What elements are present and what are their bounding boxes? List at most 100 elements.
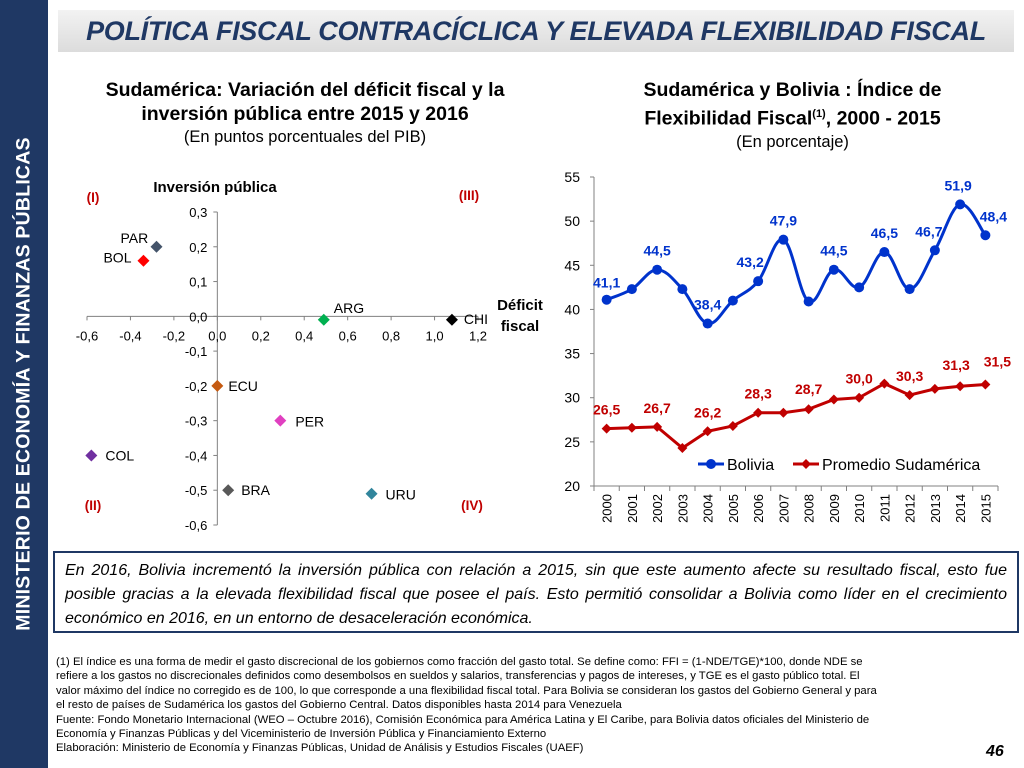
x-tick-label: 2003 (675, 494, 690, 523)
y-tick-label: 45 (564, 257, 580, 273)
promedio-data-label: 26,2 (694, 404, 721, 420)
series-point-bolivia (929, 245, 940, 256)
sidebar-ministry-text: MINISTERIO DE ECONOMÍA Y FINANZAS PÚBLIC… (12, 137, 35, 631)
line-chart: 55 50 45 40 35 30 25 20 2000 2001 2002 2003 2004 2005… (564, 169, 1011, 523)
bolivia-data-label: 46,7 (915, 223, 942, 239)
series-point-promedio (980, 379, 991, 390)
y-tick-label: 0,2 (189, 240, 207, 255)
promedio-data-label: 30,3 (896, 368, 923, 384)
elaboration-line: Elaboración: Ministerio de Economía y Fi… (56, 742, 584, 755)
scatter-point-arg (317, 313, 330, 326)
y-tick-label: 0,0 (189, 309, 207, 324)
x-tick-label: 2014 (953, 494, 968, 523)
x-tick-label: 2005 (726, 494, 741, 523)
series-point-promedio (702, 426, 713, 437)
x-tick-label: 2010 (852, 494, 867, 523)
series-line-bolivia (606, 202, 987, 326)
series-point-promedio (652, 421, 663, 432)
legend-bolivia-marker (706, 459, 716, 469)
y-tick-label: 30 (564, 390, 580, 406)
series-point-bolivia (778, 234, 789, 245)
series-point-bolivia (677, 284, 688, 295)
series-point-bolivia (828, 264, 839, 275)
series-point-promedio (803, 404, 814, 415)
right-chart-title-line1: Sudamérica y Bolivia : Índice de (643, 79, 942, 101)
series-point-bolivia (652, 264, 663, 275)
scatter-point-chi (445, 313, 458, 326)
scatter-point-uru (365, 487, 378, 500)
y-tick-label: -0,6 (185, 518, 207, 533)
footnote-line: valor máximo del índice no corregido es … (56, 684, 877, 697)
series-point-promedio (955, 381, 966, 392)
series-point-bolivia (955, 199, 966, 210)
x-tick-label: 0,8 (382, 328, 400, 343)
y-tick-label: 25 (564, 434, 580, 450)
x-axis-title-line1: Déficit (497, 297, 543, 314)
scatter-point-ecu (211, 379, 224, 392)
promedio-data-label: 26,5 (593, 402, 620, 418)
y-tick-label: -0,3 (185, 414, 207, 429)
scatter-point-label: URU (386, 487, 416, 503)
series-point-promedio (677, 443, 688, 454)
series-point-promedio (854, 392, 865, 403)
series-point-bolivia (803, 296, 814, 307)
legend-promedio-label: Promedio Sudamérica (822, 457, 980, 474)
series-point-promedio (879, 378, 890, 389)
y-tick-label: -0,1 (185, 344, 207, 359)
scatter-point-label: CHI (464, 311, 488, 327)
scatter-chart: -0,6 -0,4 -0,2 0,0 0,2 0,4 0,6 0,8 1,0 1,2 0,3 0,2 0… (76, 179, 543, 533)
series-point-bolivia (980, 230, 991, 241)
y-tick-label: 35 (564, 346, 580, 362)
promedio-data-label: 30,0 (846, 371, 873, 387)
x-tick-label: 2009 (827, 494, 842, 523)
quadrant-label: (II) (85, 498, 102, 513)
series-point-bolivia (753, 276, 764, 287)
bolivia-data-label: 43,2 (737, 254, 764, 270)
promedio-data-label: 28,7 (795, 381, 822, 397)
right-chart-subtitle: (En porcentaje) (736, 132, 849, 151)
promedio-data-label: 26,7 (644, 400, 671, 416)
scatter-point-col (85, 449, 98, 462)
source-line: Economía y Finanzas Públicas y del Vicem… (56, 728, 547, 741)
x-tick-label: 2007 (776, 494, 791, 523)
bolivia-data-label: 44,5 (820, 243, 847, 259)
quadrant-label: (III) (459, 188, 479, 203)
x-tick-label: -0,6 (76, 328, 98, 343)
x-tick-label: 0,2 (252, 328, 270, 343)
x-tick-label: 2013 (928, 494, 943, 523)
scatter-point-per (274, 414, 287, 427)
y-tick-label: 0,1 (189, 275, 207, 290)
series-point-bolivia (702, 318, 713, 329)
footnote-line: el resto de países de Sudamérica los gas… (56, 699, 622, 712)
summary-textbox: En 2016, Bolivia incrementó la inversión… (53, 551, 1019, 633)
x-tick-label: 1,2 (469, 328, 487, 343)
scatter-point-par (150, 240, 163, 253)
source-line: Fuente: Fondo Monetario Internacional (W… (56, 713, 870, 726)
series-point-bolivia (879, 247, 890, 258)
left-chart-title-line1: Sudamérica: Variación del déficit fiscal… (105, 79, 505, 101)
series-point-promedio (904, 390, 915, 401)
bolivia-data-label: 46,5 (871, 225, 898, 241)
series-point-promedio (753, 407, 764, 418)
page-number: 46 (986, 743, 1004, 760)
promedio-data-label: 31,3 (943, 357, 970, 373)
series-point-bolivia (601, 294, 612, 305)
y-tick-label: 20 (564, 478, 580, 494)
series-point-promedio (778, 407, 789, 418)
bolivia-data-label: 47,9 (770, 213, 797, 229)
series-point-promedio (828, 394, 839, 405)
bolivia-data-label: 41,1 (593, 275, 620, 291)
footnote-line: (1) El índice es una forma de medir el g… (56, 656, 863, 668)
series-point-promedio (626, 422, 637, 433)
series-point-bolivia (854, 282, 865, 293)
scatter-point-bol (137, 254, 150, 267)
x-tick-label: 0,4 (295, 328, 313, 343)
title-bar: POLÍTICA FISCAL CONTRACÍCLICA Y ELEVADA … (58, 10, 1014, 52)
scatter-point-label: ECU (228, 378, 258, 394)
scatter-point-label: ARG (334, 300, 364, 316)
x-tick-label: 2011 (877, 494, 892, 522)
right-chart-title: Sudamérica y Bolivia : Índice de Flexibi… (595, 78, 990, 153)
series-point-bolivia (904, 284, 915, 295)
x-tick-label: 2008 (802, 494, 817, 523)
x-tick-label: 2006 (751, 494, 766, 523)
